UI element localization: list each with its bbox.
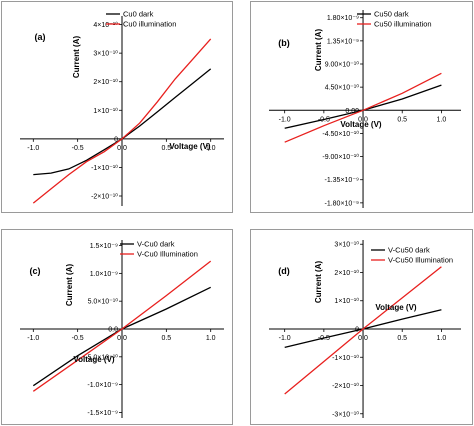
y-tick-label: -2×10⁻¹⁰ (332, 382, 359, 390)
x-tick-label: 0.5 (161, 335, 171, 342)
x-tick-label: -1.0 (27, 145, 39, 152)
x-tick-label: 1.0 (437, 116, 447, 123)
chart-c-svg: -1.0 -0.5 0.0 0.5 1.0 -1.5×10⁻⁹ -1.0×10⁻⁹ -5.0×… (20, 240, 224, 418)
legend-label: V-Cu50 dark (388, 246, 430, 255)
y-tick-label: 1×10⁻¹⁰ (93, 107, 118, 115)
x-tick-label: -1.0 (279, 335, 291, 342)
chart-panel-a: -1.0 -0.5 0.0 0.5 1.0 -2×10⁻¹⁰ -1×10⁻¹⁰ 0 1×10⁻¹… (1, 1, 233, 213)
series-line-illumination (32, 260, 212, 392)
y-tick-label: 9.00×10⁻¹⁰ (325, 61, 360, 69)
x-tick-label: 0.0 (358, 116, 368, 123)
y-tick-label: 2×10⁻¹⁰ (334, 269, 359, 277)
y-tick-label: 3×10⁻¹⁰ (93, 50, 118, 58)
chart-panel-c: -1.0 -0.5 0.0 0.5 1.0 -1.5×10⁻⁹ -1.0×10⁻⁹ -5.0×… (1, 229, 233, 425)
x-tick-label: 0.0 (358, 335, 368, 342)
x-tick-label: 1.0 (437, 335, 447, 342)
legend-label: Cu50 dark (374, 10, 409, 19)
x-tick-label: -0.5 (72, 335, 84, 342)
y-tick-label: -1×10⁻¹⁰ (332, 354, 359, 362)
y-tick-label: 1×10⁻¹⁰ (334, 297, 359, 305)
legend-label: V-Cu50 Illumination (388, 256, 453, 265)
x-tick-label: 0.5 (397, 335, 407, 342)
panel-label: (a) (35, 32, 46, 42)
x-tick-label: 0.0 (117, 335, 127, 342)
y-tick-label: -2×10⁻¹⁰ (91, 193, 118, 201)
y-tick-label: -1.0×10⁻⁹ (87, 382, 118, 389)
y-tick-label: 2×10⁻¹⁰ (93, 78, 118, 86)
chart-panel-d: -1.0 -0.5 0.0 0.5 1.0 -3×10⁻¹⁰ -2×10⁻¹⁰ -1×10⁻¹… (250, 229, 473, 425)
y-axis-label: Current (A) (65, 264, 74, 307)
y-tick-label: 4×10⁻¹⁰ (93, 21, 118, 29)
x-axis-label: Voltage (V) (169, 142, 211, 151)
y-tick-label: 0.00 (345, 108, 359, 115)
x-tick-label: 0.0 (117, 145, 127, 152)
chart-a-svg: -1.0 -0.5 0.0 0.5 1.0 -2×10⁻¹⁰ -1×10⁻¹⁰ 0 1×10⁻¹… (20, 10, 224, 206)
x-tick-label: 1.0 (206, 145, 216, 152)
y-tick-label: 0.0 (108, 327, 118, 334)
x-axis-label: Voltage (V) (340, 120, 382, 129)
x-tick-label: -0.5 (72, 145, 84, 152)
x-tick-label: 1.0 (206, 335, 216, 342)
series-line-illumination (32, 38, 212, 204)
legend-label: Cu0 illumination (123, 20, 176, 29)
series-line-illumination (284, 266, 442, 395)
x-tick-label: 0.5 (161, 145, 171, 152)
y-tick-label: -9.00×10⁻¹⁰ (322, 153, 359, 161)
legend-label: Cu50 illumination (374, 20, 432, 29)
x-tick-label: 0.5 (397, 116, 407, 123)
y-tick-label: -1.35×10⁻⁹ (325, 177, 360, 184)
panel-label: (d) (278, 266, 290, 276)
y-tick-label: 5.0×10⁻¹⁰ (88, 298, 119, 306)
y-axis-label: Current (A) (314, 261, 323, 304)
y-tick-label: -3×10⁻¹⁰ (332, 410, 359, 418)
y-tick-label: -4.50×10⁻¹⁰ (322, 130, 359, 138)
panel-label: (b) (278, 38, 290, 48)
chart-panel-b: -1.0 -0.5 0.0 0.5 1.0 -1.80×10⁻⁹ -1.35×10⁻⁹ -9.… (250, 1, 473, 213)
y-axis-label: Current (A) (72, 36, 81, 79)
y-tick-label: -1.80×10⁻⁹ (325, 200, 360, 207)
y-tick-label: 1.80×10⁻⁹ (327, 15, 359, 22)
x-tick-label: -1.0 (279, 116, 291, 123)
legend-label: Cu0 dark (123, 10, 154, 19)
y-tick-label: 3×10⁻¹⁰ (334, 241, 359, 249)
y-tick-label: 1.35×10⁻⁹ (327, 38, 359, 45)
y-tick-label: -1×10⁻¹⁰ (91, 164, 118, 172)
x-tick-label: -1.0 (27, 335, 39, 342)
y-tick-label: 0 (114, 136, 118, 143)
legend-label: V-Cu0 Illumination (137, 250, 198, 259)
legend-label: V-Cu0 dark (137, 240, 175, 249)
y-tick-label: 4.50×10⁻¹⁰ (325, 84, 360, 92)
series-line-illumination (284, 72, 442, 143)
y-tick-label: 1.0×10⁻⁹ (90, 271, 118, 278)
chart-d-svg: -1.0 -0.5 0.0 0.5 1.0-3×10⁻¹⁰-2×10⁻¹⁰-1×10⁻¹… (269, 240, 461, 418)
x-axis-label: Voltage (V) (73, 355, 115, 364)
panel-label: (c) (30, 266, 41, 276)
y-axis-label: Current (A) (314, 29, 323, 72)
y-tick-label: -5.0×10⁻¹⁰ (85, 353, 118, 361)
y-tick-label: -1.5×10⁻⁹ (87, 410, 118, 417)
y-tick-label: 1.5×10⁻⁹ (90, 243, 118, 250)
chart-b-svg: -1.0 -0.5 0.0 0.5 1.0-1.80×10⁻⁹-1.35×10⁻⁹-9.… (269, 10, 461, 208)
x-axis-label: Voltage (V) (375, 303, 417, 312)
